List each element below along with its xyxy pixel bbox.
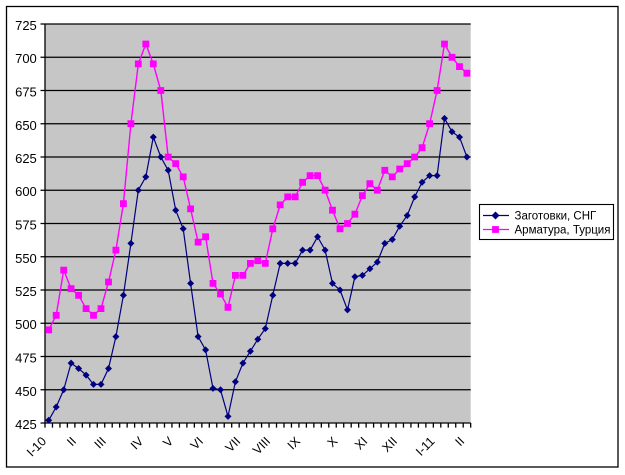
svg-text:650: 650 [15,118,37,133]
svg-text:550: 550 [15,251,37,266]
svg-text:525: 525 [15,284,37,299]
svg-text:475: 475 [15,351,37,366]
svg-text:675: 675 [15,85,37,100]
svg-text:700: 700 [15,51,37,66]
svg-text:500: 500 [15,317,37,332]
svg-text:625: 625 [15,151,37,166]
svg-text:425: 425 [15,417,37,432]
svg-text:600: 600 [15,184,37,199]
svg-text:450: 450 [15,384,37,399]
svg-text:Арматура, Турция: Арматура, Турция [515,225,611,237]
svg-text:Заготовки, СНГ: Заготовки, СНГ [515,211,598,223]
svg-text:575: 575 [15,218,37,233]
svg-text:725: 725 [15,18,37,33]
